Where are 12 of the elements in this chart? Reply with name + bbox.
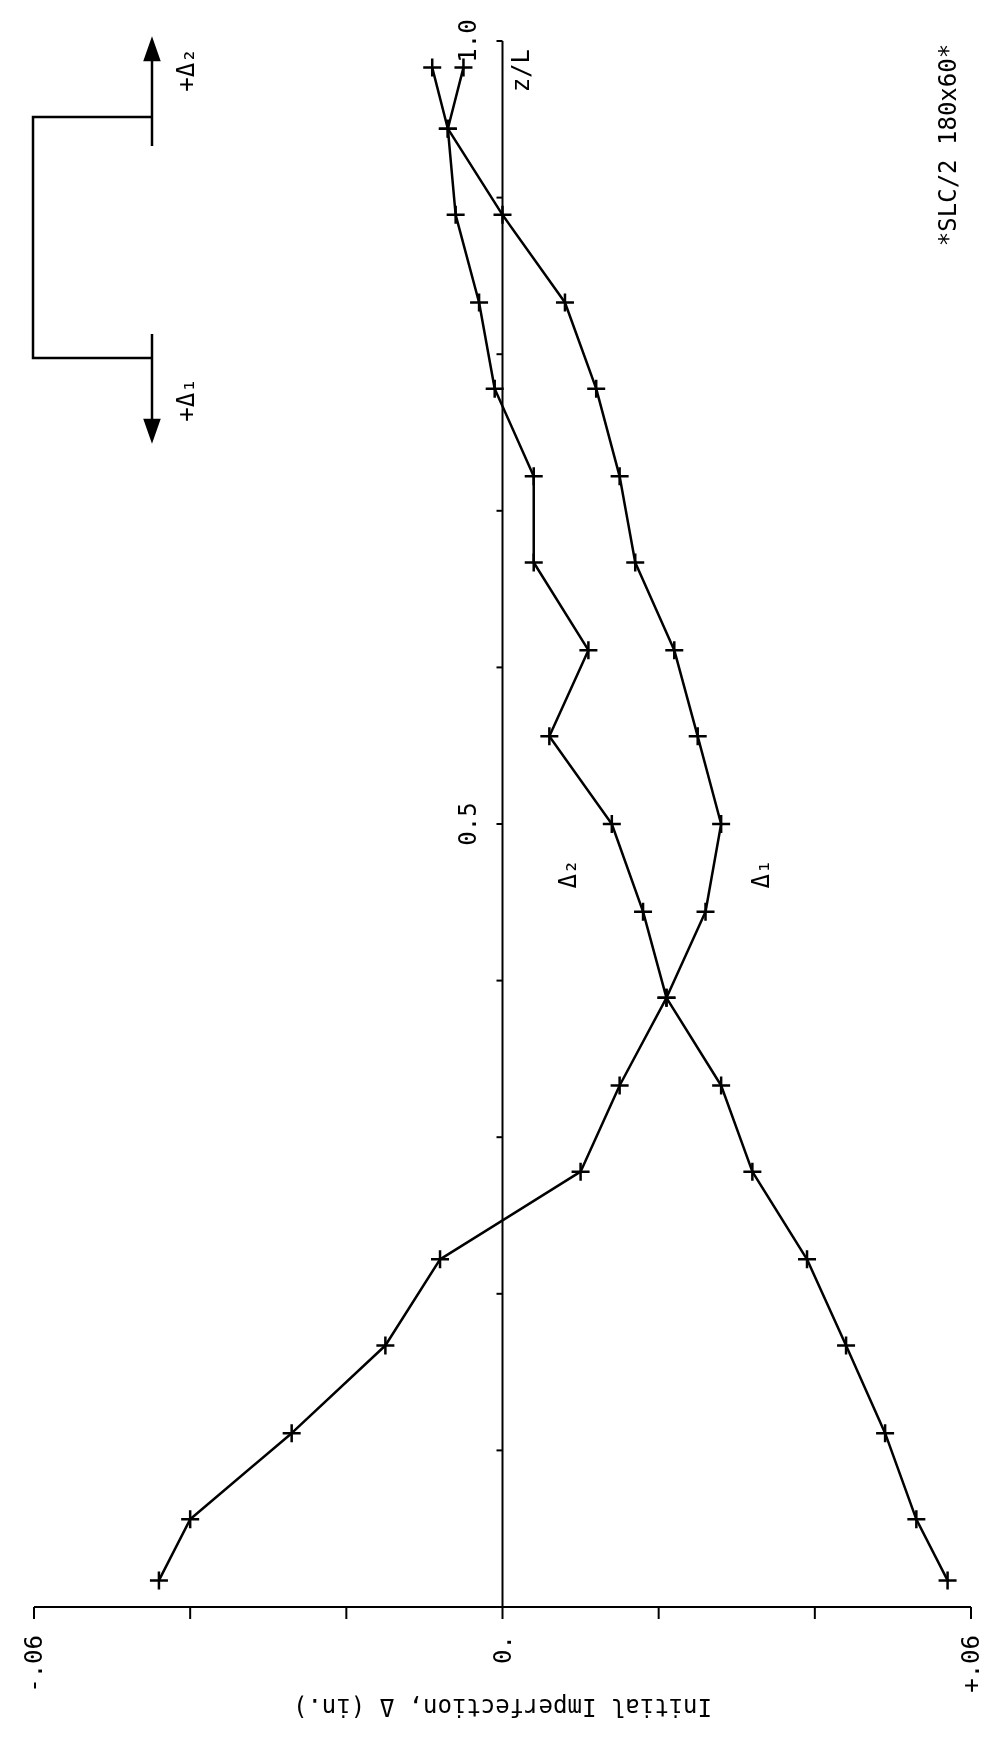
y-tick-label: 0.5 bbox=[453, 802, 482, 846]
y-axis-title: z/L bbox=[506, 49, 535, 93]
text: Δ₂ bbox=[553, 859, 582, 889]
annotation: +Δ₁ bbox=[172, 378, 200, 422]
x-tick-label: -.06 bbox=[20, 1635, 48, 1693]
x-tick-label: 0. bbox=[488, 1635, 517, 1664]
y-tick-label: 1.0 bbox=[453, 19, 482, 63]
x-axis-title: Initial Imperfection, Δ (in.) bbox=[292, 1693, 713, 1721]
x-tick-label: +.06 bbox=[957, 1635, 985, 1693]
text: Δ₁ bbox=[747, 859, 776, 889]
annotation: +Δ₂ bbox=[172, 48, 200, 92]
annotation: *SLC/2 180x60* bbox=[934, 43, 962, 247]
